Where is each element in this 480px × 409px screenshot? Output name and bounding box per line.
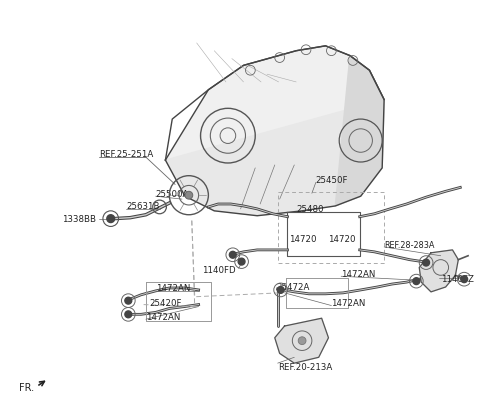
Polygon shape [275, 319, 328, 363]
Text: 1140FD: 1140FD [202, 265, 235, 274]
Circle shape [298, 337, 306, 345]
Circle shape [125, 311, 132, 318]
Text: 25420F: 25420F [150, 299, 182, 307]
Polygon shape [166, 47, 384, 161]
Text: 1472AN: 1472AN [146, 312, 180, 321]
Text: 1338BB: 1338BB [62, 215, 96, 224]
Circle shape [423, 260, 430, 266]
Text: 1140FZ: 1140FZ [441, 274, 474, 283]
Circle shape [461, 276, 468, 283]
Text: 25450F: 25450F [316, 175, 348, 184]
Circle shape [277, 287, 284, 294]
Text: 25500A: 25500A [156, 189, 189, 198]
Circle shape [413, 278, 420, 285]
Text: 14720: 14720 [328, 234, 356, 243]
Text: 25472A: 25472A [276, 283, 310, 292]
Text: REF.28-283A: REF.28-283A [384, 240, 434, 249]
Circle shape [107, 215, 115, 223]
Text: 25480: 25480 [296, 205, 324, 214]
Text: 25631B: 25631B [126, 202, 160, 211]
Text: 1472AN: 1472AN [331, 299, 366, 307]
Text: REF.25-251A: REF.25-251A [99, 149, 153, 158]
Text: 1472AN: 1472AN [156, 284, 190, 293]
Polygon shape [336, 56, 384, 207]
Text: 14720: 14720 [289, 234, 317, 243]
Circle shape [125, 297, 132, 304]
Text: REF.20-213A: REF.20-213A [278, 362, 332, 371]
Text: 1472AN: 1472AN [341, 269, 375, 278]
Circle shape [238, 258, 245, 265]
Polygon shape [419, 250, 458, 292]
Circle shape [185, 192, 193, 200]
Circle shape [229, 252, 236, 258]
Polygon shape [166, 100, 384, 216]
Text: FR.: FR. [19, 382, 34, 392]
